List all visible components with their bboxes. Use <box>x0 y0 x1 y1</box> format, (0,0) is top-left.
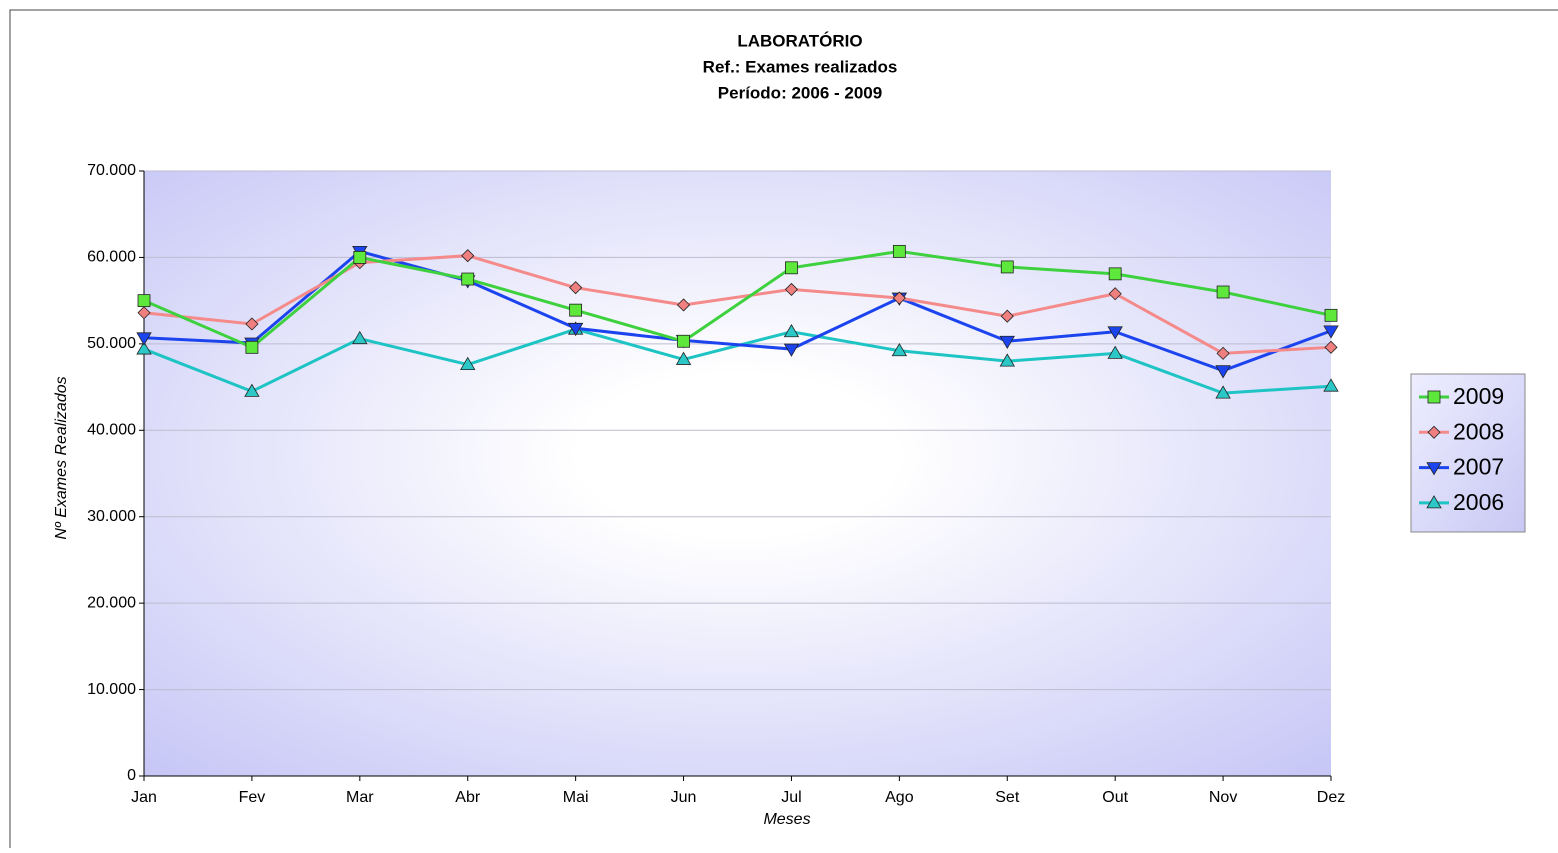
marker <box>1215 385 1231 399</box>
plot-area <box>144 171 1331 776</box>
y-tick-label: 50.000 <box>87 335 136 352</box>
marker <box>1216 285 1230 299</box>
legend-label: 2008 <box>1453 418 1504 444</box>
marker <box>999 353 1015 367</box>
chart-title: Ref.: Exames realizados <box>703 57 898 76</box>
marker <box>1000 309 1014 323</box>
legend-label: 2007 <box>1453 454 1504 480</box>
marker <box>783 343 800 357</box>
y-tick-label: 70.000 <box>87 162 136 179</box>
marker <box>244 383 260 397</box>
marker <box>1000 260 1014 274</box>
chart-title: Período: 2006 - 2009 <box>718 83 882 102</box>
marker <box>892 291 906 305</box>
marker <box>1323 378 1339 392</box>
marker <box>677 334 690 348</box>
x-tick-label: Nov <box>1209 789 1237 806</box>
marker <box>785 261 798 275</box>
y-tick-label: 0 <box>127 767 136 784</box>
x-tick-label: Abr <box>455 789 481 806</box>
x-tick-label: Mar <box>346 789 374 806</box>
x-tick-label: Mai <box>563 789 589 806</box>
marker <box>136 341 152 355</box>
marker <box>676 298 691 312</box>
legend-label: 2009 <box>1453 383 1504 409</box>
marker <box>353 251 367 264</box>
marker <box>891 342 908 357</box>
x-tick-label: Out <box>1102 789 1128 806</box>
x-axis-label: Meses <box>763 811 810 828</box>
x-tick-label: Jun <box>671 789 697 806</box>
marker <box>1108 267 1122 281</box>
marker <box>784 282 799 296</box>
marker <box>245 317 259 331</box>
legend-marker <box>1427 425 1441 439</box>
x-tick-label: Jan <box>131 789 157 806</box>
x-tick-label: Ago <box>885 789 914 806</box>
marker <box>1107 326 1123 340</box>
legend-marker <box>1426 462 1442 476</box>
marker <box>137 294 151 308</box>
y-tick-label: 40.000 <box>87 422 136 439</box>
chart-title: LABORATÓRIO <box>737 31 862 50</box>
marker <box>461 249 475 263</box>
x-tick-label: Dez <box>1317 789 1345 806</box>
marker <box>1107 345 1123 359</box>
x-tick-label: Fev <box>239 789 266 806</box>
marker <box>1216 346 1230 360</box>
marker <box>569 303 583 317</box>
series-line <box>143 249 1332 350</box>
marker <box>136 332 152 346</box>
marker <box>1323 325 1339 339</box>
y-tick-label: 20.000 <box>87 594 136 611</box>
marker <box>999 335 1015 350</box>
x-tick-label: Set <box>995 789 1020 806</box>
x-tick-label: Jul <box>781 789 801 806</box>
marker <box>567 322 584 337</box>
marker <box>569 281 583 295</box>
marker <box>352 330 368 345</box>
marker <box>892 244 906 258</box>
marker <box>1215 365 1231 379</box>
marker <box>245 340 259 354</box>
marker <box>461 272 475 286</box>
marker <box>675 351 692 365</box>
y-tick-label: 10.000 <box>87 681 136 698</box>
y-axis-label: Nº Exames Realizados <box>53 376 70 539</box>
legend-label: 2006 <box>1453 489 1504 515</box>
y-tick-label: 60.000 <box>87 249 136 266</box>
marker <box>1324 308 1338 322</box>
legend-marker <box>1426 495 1442 509</box>
marker <box>460 356 476 371</box>
y-tick-label: 30.000 <box>87 508 136 525</box>
series-line <box>143 249 1332 373</box>
marker <box>137 306 151 320</box>
legend-marker <box>1427 390 1441 404</box>
frame <box>9 9 1558 853</box>
marker <box>1108 287 1122 301</box>
marker <box>783 323 800 338</box>
marker <box>1324 340 1338 354</box>
